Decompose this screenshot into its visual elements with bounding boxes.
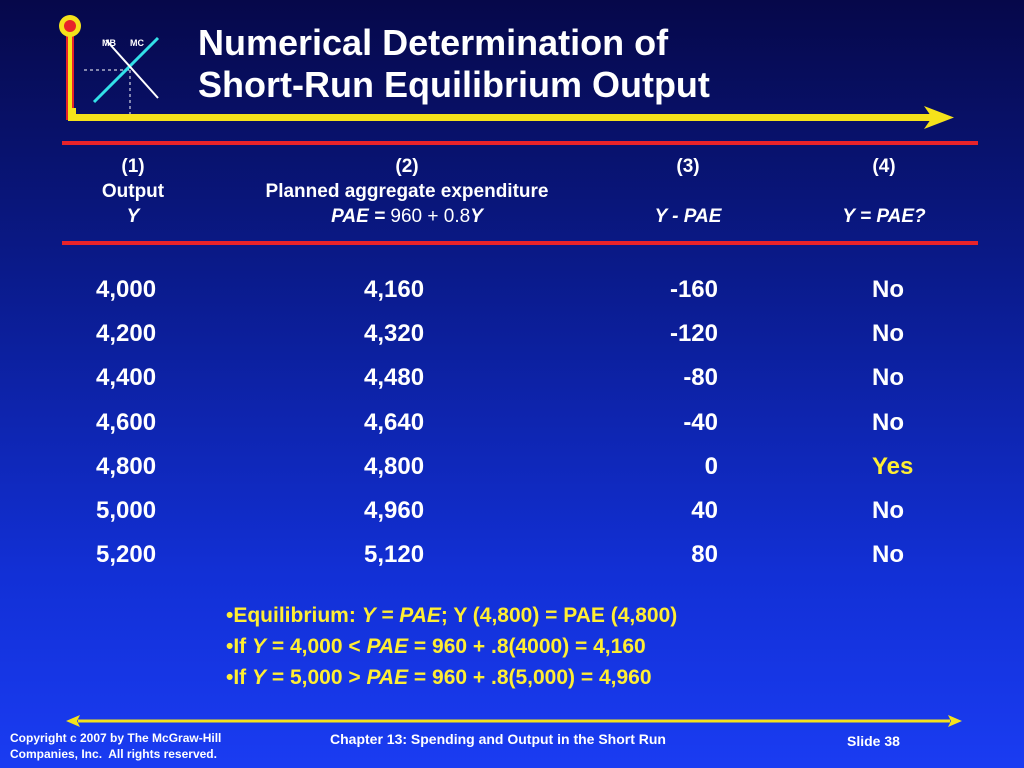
cell-diff: 80	[691, 541, 718, 568]
cell-pae: 4,480	[364, 364, 425, 391]
header-col-4: (4) Y = PAE?	[810, 154, 958, 229]
cell-equilibrium: No	[872, 364, 904, 391]
bullet-2-rest: = 960 + .8(4000) = 4,160	[408, 635, 646, 658]
cell-equilibrium: No	[872, 497, 904, 524]
cell-equilibrium: No	[872, 276, 904, 303]
bullet-1-prefix: •Equilibrium:	[226, 604, 362, 627]
cell-output: 5,000	[96, 497, 157, 524]
table-top-rule	[62, 141, 978, 145]
cell-pae: 4,960	[364, 497, 425, 524]
cell-equilibrium-yes: Yes	[872, 453, 914, 480]
cell-diff: 0	[704, 453, 718, 480]
header-col-2-num: (2)	[395, 156, 419, 177]
bullet-3-y: Y	[252, 666, 267, 689]
footer-double-arrow-icon	[66, 715, 962, 727]
bullet-if-5000: •If Y = 5,000 > PAE = 960 + .8(5,000) = …	[226, 662, 677, 693]
copyright-notice: Copyright c 2007 by The McGraw-Hill Comp…	[10, 730, 221, 762]
cell-diff: 40	[691, 497, 718, 524]
header-col-1: (1) Output Y	[80, 154, 186, 229]
header-col-3: (3) Y - PAE	[610, 154, 766, 229]
cell-equilibrium: No	[872, 541, 904, 568]
cell-output: 5,200	[96, 541, 157, 568]
header-col-3-formula: Y - PAE	[654, 206, 722, 227]
title-underline-arrow-icon	[68, 106, 954, 129]
cell-output: 4,400	[96, 364, 157, 391]
cell-output: 4,200	[96, 320, 157, 347]
cell-pae: 4,320	[364, 320, 425, 347]
slide-number: Slide 38	[847, 733, 900, 749]
bullet-3-pae: PAE	[366, 666, 409, 689]
title-line-1: Numerical Determination of	[198, 22, 669, 63]
cell-pae: 4,640	[364, 409, 425, 436]
cell-pae: 5,120	[364, 541, 425, 568]
bullet-3-mid: = 5,000 >	[266, 666, 367, 689]
bullet-3-prefix: •If	[226, 666, 253, 689]
header-col-2: (2) Planned aggregate expenditure PAE = …	[226, 154, 588, 229]
copyright-line-1: Copyright c 2007 by The McGraw-Hill	[10, 731, 222, 745]
header-col-1-label: Output	[101, 181, 165, 202]
header-col-3-num: (3)	[676, 156, 700, 177]
mb-label: MB	[102, 38, 116, 48]
table-header-rule	[62, 241, 978, 245]
cell-diff: -160	[669, 276, 718, 303]
header-col-4-label	[810, 179, 958, 204]
cell-output: 4,000	[96, 276, 157, 303]
cell-pae: 4,160	[364, 276, 425, 303]
copyright-line-2: Companies, Inc. All rights reserved.	[10, 747, 217, 761]
header-col-1-num: (1)	[121, 156, 145, 177]
bullet-1-rest: ; Y (4,800) = PAE (4,800)	[440, 604, 678, 627]
header-col-2-label: Planned aggregate expenditure	[265, 181, 549, 202]
bullet-2-mid: = 4,000 <	[266, 635, 367, 658]
bullet-list: •Equilibrium: Y = PAE; Y (4,800) = PAE (…	[226, 600, 677, 693]
cell-pae: 4,800	[364, 453, 425, 480]
bullet-3-rest: = 960 + .8(5,000) = 4,960	[408, 666, 652, 689]
header-col-2-formula-mid: 960 + 0.8	[385, 206, 471, 227]
header-col-2-formula-var: Y	[470, 206, 483, 227]
header-col-1-formula: Y	[126, 206, 140, 227]
cell-output: 4,600	[96, 409, 157, 436]
cell-diff: -80	[683, 364, 718, 391]
header-col-2-formula: PAE = 960 + 0.8Y	[226, 204, 588, 229]
header-col-4-num: (4)	[872, 156, 896, 177]
chapter-title: Chapter 13: Spending and Output in the S…	[330, 731, 666, 747]
cell-diff: -40	[683, 409, 718, 436]
mb-mc-diagram-icon	[59, 15, 160, 120]
cell-output: 4,800	[96, 453, 157, 480]
bullet-1-italic: Y = PAE	[361, 604, 441, 627]
mc-label: MC	[130, 38, 144, 48]
header-col-3-label	[610, 179, 766, 204]
bullet-equilibrium: •Equilibrium: Y = PAE; Y (4,800) = PAE (…	[226, 600, 677, 631]
cell-diff: -120	[669, 320, 718, 347]
header-col-4-formula: Y = PAE?	[842, 206, 926, 227]
bullet-2-prefix: •If	[226, 635, 253, 658]
slide-title: Numerical Determination of Short-Run Equ…	[198, 22, 978, 106]
cell-equilibrium: No	[872, 409, 904, 436]
header-col-2-formula-lhs: PAE =	[331, 206, 386, 227]
mb-mc-logo: MB MC	[58, 12, 168, 124]
bullet-2-y: Y	[252, 635, 267, 658]
title-line-2: Short-Run Equilibrium Output	[198, 64, 710, 105]
bullet-if-4000: •If Y = 4,000 < PAE = 960 + .8(4000) = 4…	[226, 631, 677, 662]
cell-equilibrium: No	[872, 320, 904, 347]
bullet-2-pae: PAE	[366, 635, 409, 658]
